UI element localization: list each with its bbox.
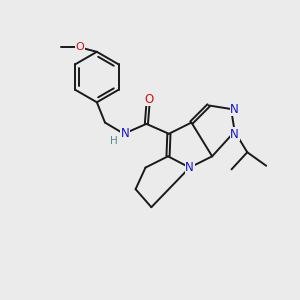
Text: O: O: [75, 42, 84, 52]
Text: N: N: [120, 127, 129, 140]
Text: N: N: [230, 128, 239, 141]
Text: O: O: [145, 93, 154, 106]
Text: H: H: [110, 136, 118, 146]
Text: N: N: [185, 161, 194, 174]
Text: N: N: [230, 103, 239, 116]
